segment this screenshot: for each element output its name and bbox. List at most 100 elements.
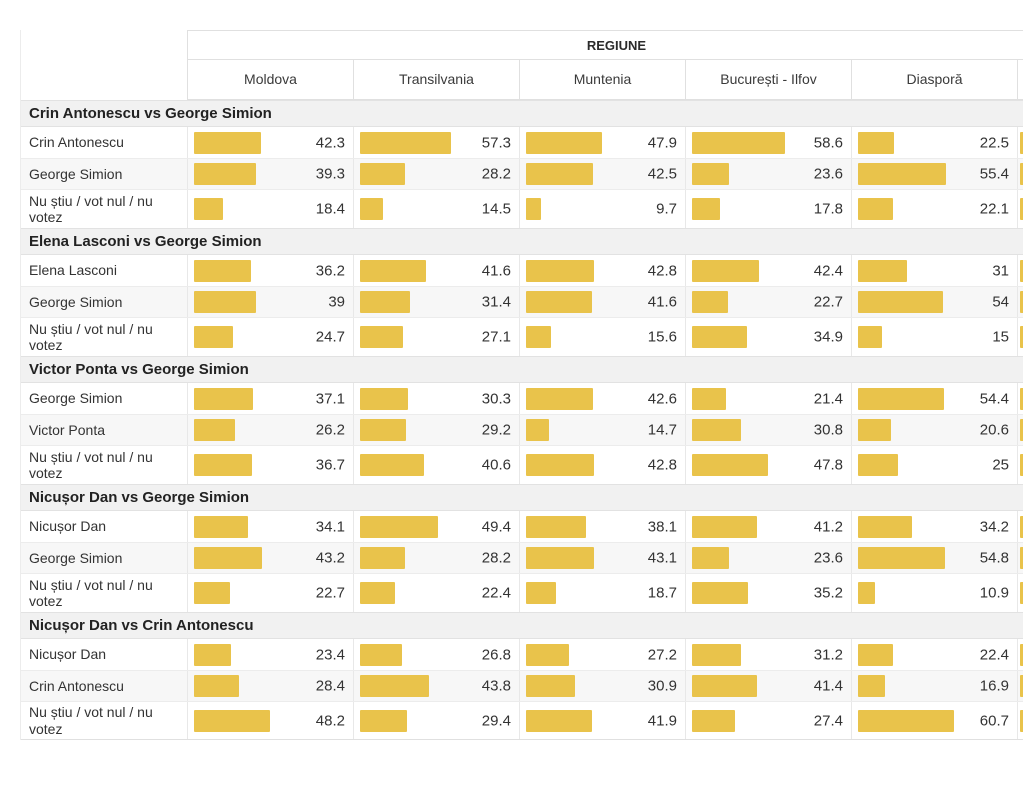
value-cell: 22.1 (851, 190, 1017, 228)
value-bar (1020, 131, 1023, 154)
clipped-value-cell (1017, 287, 1023, 317)
region-column-header: Transilvania (353, 60, 519, 100)
clipped-value-cell (1017, 159, 1023, 189)
value-label: 31 (992, 262, 1009, 279)
value-bar (360, 547, 405, 569)
value-cell: 42.5 (519, 159, 685, 189)
value-label: 15 (992, 328, 1009, 346)
value-label: 47.9 (647, 134, 677, 151)
value-cell: 30.3 (353, 383, 519, 414)
value-label: 54.4 (979, 390, 1009, 407)
value-bar (858, 163, 946, 185)
row-label: Nicușor Dan (29, 646, 107, 663)
value-label: 43.1 (647, 549, 677, 567)
value-cell: 16.9 (851, 671, 1017, 701)
table-row: Nicușor Dan 34.1 49.4 38.1 41.2 34.2 (21, 511, 1023, 542)
value-cell: 54.8 (851, 543, 1017, 573)
value-bar (194, 198, 224, 220)
clipped-value-cell (1017, 543, 1023, 573)
value-cell: 17.8 (685, 190, 851, 228)
value-cell: 35.2 (685, 574, 851, 612)
value-label: 22.7 (315, 584, 345, 602)
value-cell: 20.6 (851, 415, 1017, 445)
value-cell: 30.8 (685, 415, 851, 445)
value-label: 28.2 (481, 549, 511, 567)
value-bar (692, 198, 721, 220)
region-column-header: Moldova (187, 60, 353, 100)
section-header: Victor Ponta vs George Simion (21, 356, 1023, 383)
value-bar (1020, 547, 1023, 569)
header-corner-spacer (21, 60, 187, 100)
value-cell: 9.7 (519, 190, 685, 228)
value-cell: 41.4 (685, 671, 851, 701)
value-cell: 23.4 (187, 639, 353, 670)
value-cell: 41.9 (519, 702, 685, 739)
value-bar (526, 582, 556, 604)
value-cell: 28.2 (353, 159, 519, 189)
value-cell: 41.6 (353, 255, 519, 286)
value-label: 22.7 (813, 293, 843, 311)
value-bar (858, 291, 944, 313)
value-bar (692, 515, 758, 538)
value-bar (526, 675, 575, 697)
value-label: 15.6 (647, 328, 677, 346)
row-label: Nu știu / vot nul / nu votez (29, 192, 153, 225)
table-row: Nicușor Dan 23.4 26.8 27.2 31.2 22.4 (21, 639, 1023, 670)
value-cell: 43.1 (519, 543, 685, 573)
clipped-value-cell (1017, 383, 1023, 414)
row-label: Crin Antonescu (29, 134, 124, 151)
value-bar (360, 326, 403, 348)
value-bar (1020, 643, 1023, 666)
value-label: 54.8 (979, 549, 1009, 567)
clipped-value-cell (1017, 446, 1023, 484)
value-bar (360, 198, 383, 220)
value-label: 43.2 (315, 549, 345, 567)
value-bar (360, 675, 430, 697)
regiune-group-header: REGIUNE (187, 30, 1023, 60)
clipped-value-cell (1017, 639, 1023, 670)
value-label: 47.8 (813, 456, 843, 474)
value-label: 42.5 (647, 165, 677, 183)
value-cell: 41.2 (685, 511, 851, 542)
value-cell: 10.9 (851, 574, 1017, 612)
value-bar (1020, 326, 1023, 348)
value-cell: 22.5 (851, 127, 1017, 158)
value-bar (858, 643, 894, 666)
value-label: 25 (992, 456, 1009, 474)
value-bar (692, 675, 758, 697)
clipped-value-cell (1017, 415, 1023, 445)
table-row: George Simion 39 31.4 41.6 22.7 54 (21, 286, 1023, 317)
table-row: Crin Antonescu 42.3 57.3 47.9 58.6 22.5 (21, 127, 1023, 158)
value-label: 23.6 (813, 549, 843, 567)
value-bar (526, 454, 594, 476)
value-bar (360, 515, 439, 538)
value-bar (360, 419, 407, 441)
table-row: Elena Lasconi 36.2 41.6 42.8 42.4 31 (21, 255, 1023, 286)
value-bar (692, 582, 748, 604)
value-bar (526, 387, 594, 410)
value-cell: 27.4 (685, 702, 851, 739)
value-label: 30.8 (813, 421, 843, 439)
row-label: George Simion (29, 293, 123, 310)
value-cell: 25 (851, 446, 1017, 484)
value-label: 30.9 (647, 677, 677, 695)
regions-crosstab-table: REGIUNE Moldova Transilvania Muntenia Bucur… (20, 30, 1023, 740)
region-column-header: Diasporă (851, 60, 1017, 100)
clipped-value-cell (1017, 318, 1023, 356)
value-bar (194, 387, 253, 410)
value-cell: 28.2 (353, 543, 519, 573)
value-label: 18.4 (315, 200, 345, 218)
value-bar (194, 326, 233, 348)
value-bar (360, 454, 425, 476)
value-bar (194, 643, 231, 666)
value-bar (526, 419, 550, 441)
value-bar (194, 582, 230, 604)
value-bar (360, 643, 403, 666)
value-bar (858, 454, 898, 476)
value-bar (1020, 163, 1023, 185)
value-bar (692, 131, 785, 154)
value-label: 48.2 (315, 712, 345, 729)
value-bar (858, 675, 885, 697)
value-cell: 39 (187, 287, 353, 317)
value-cell: 36.2 (187, 255, 353, 286)
